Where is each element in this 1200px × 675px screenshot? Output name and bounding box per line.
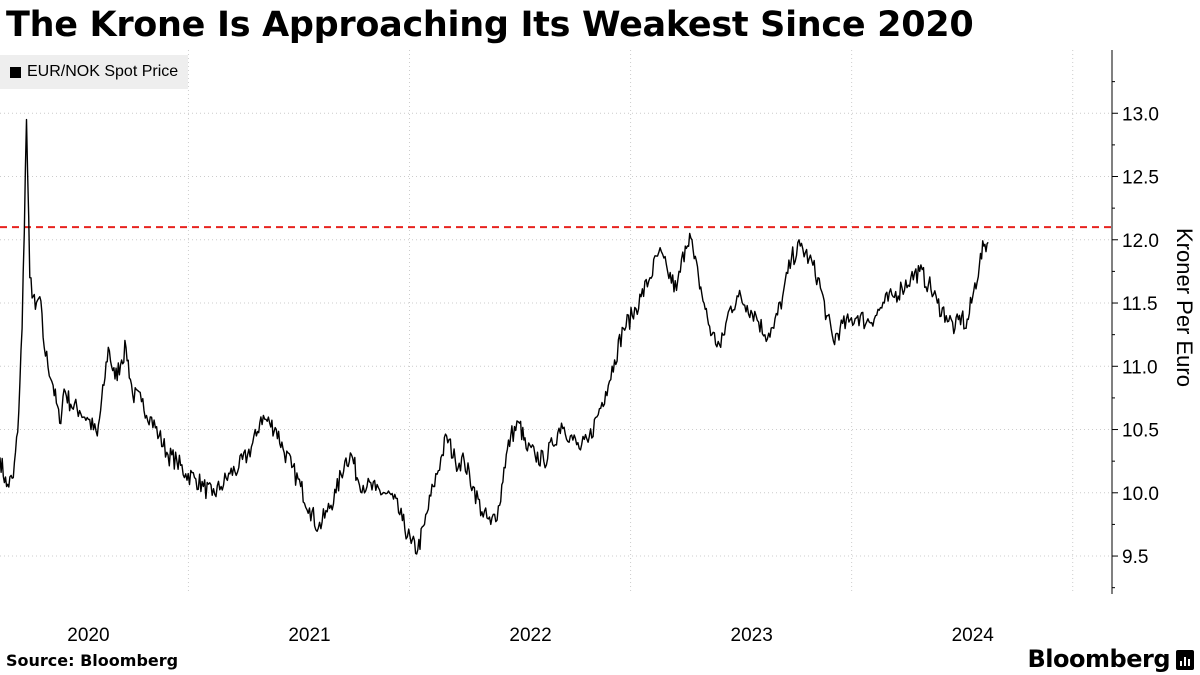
chart-title: The Krone Is Approaching Its Weakest Sin… bbox=[6, 5, 974, 45]
legend: EUR/NOK Spot Price bbox=[0, 55, 189, 89]
series-line-eur-nok bbox=[0, 118, 989, 555]
source-note: Source: Bloomberg bbox=[6, 651, 179, 670]
y-axis-ticks: 9.5 10.0 10.5 11.0 11.5 12.0 12.5 13.0 bbox=[1112, 81, 1159, 589]
bloomberg-terminal-icon bbox=[1176, 650, 1194, 670]
y-tick-label: 12.5 bbox=[1122, 168, 1159, 189]
x-tick-label: 2024 bbox=[952, 625, 995, 646]
y-tick-label: 10.0 bbox=[1122, 484, 1159, 505]
y-tick-label: 11.0 bbox=[1122, 357, 1158, 378]
y-tick-label: 10.5 bbox=[1122, 421, 1159, 442]
x-tick-label: 2021 bbox=[288, 625, 330, 646]
y-tick-label: 11.5 bbox=[1122, 294, 1158, 315]
y-axis-label: Kroner Per Euro bbox=[1172, 228, 1197, 387]
y-tick-label: 12.0 bbox=[1122, 231, 1159, 252]
y-tick-label: 13.0 bbox=[1122, 104, 1159, 125]
legend-swatch bbox=[10, 66, 21, 78]
y-tick-label: 9.5 bbox=[1122, 547, 1148, 568]
x-tick-label: 2022 bbox=[509, 625, 551, 646]
x-tick-label: 2020 bbox=[67, 625, 109, 646]
legend-label: EUR/NOK Spot Price bbox=[27, 63, 179, 80]
x-axis-ticks: 2020 2021 2022 2023 2024 bbox=[67, 625, 994, 646]
brand-logo: Bloomberg bbox=[1027, 645, 1171, 673]
x-tick-label: 2023 bbox=[731, 625, 773, 646]
